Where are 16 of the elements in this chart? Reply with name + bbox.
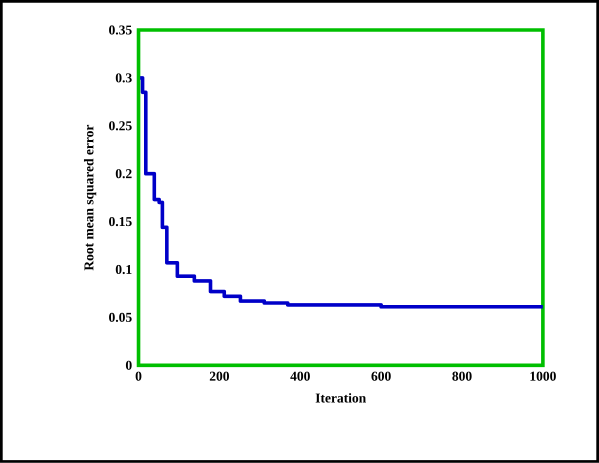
y-tick-label: 0.15 [109,217,132,226]
x-tick-label: 0 [136,372,142,381]
x-tick-label: 1000 [530,372,556,381]
x-tick-label: 400 [290,372,310,381]
y-tick-label: 0.35 [109,26,132,35]
y-tick-label: 0.2 [116,169,132,178]
y-tick-label: 0.3 [116,73,132,83]
y-tick-label: 0.25 [109,121,132,130]
x-tick-label: 800 [452,372,472,381]
x-tick-label: 600 [371,372,391,381]
y-tick-label: 0 [126,360,132,370]
x-axis-title: Iteration [316,393,366,403]
y-tick-label: 0.05 [109,312,132,322]
y-axis-title: Root mean squared error [84,124,96,270]
y-tick-label: 0.1 [116,264,132,274]
x-tick-label: 200 [210,372,230,381]
